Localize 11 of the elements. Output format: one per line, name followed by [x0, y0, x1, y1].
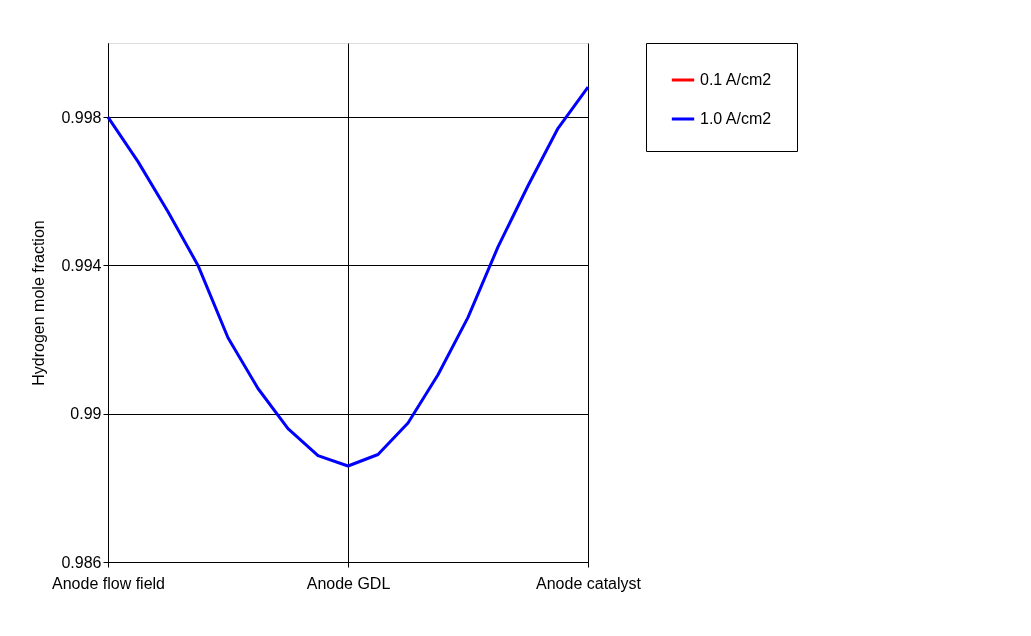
x-tick-label: Anode flow field	[52, 574, 165, 592]
y-tick-label: 0.994	[61, 256, 102, 274]
y-tick-label: 0.99	[70, 405, 102, 423]
y-tick-label: 0.998	[61, 108, 102, 126]
legend-label: 0.1 A/cm2	[700, 71, 772, 88]
x-tick-label: Anode GDL	[306, 574, 391, 592]
y-axis-title: Hydrogen mole fraction	[30, 220, 48, 386]
y-tick-label: 0.986	[61, 553, 102, 571]
x-tick-label: Anode catalyst	[536, 574, 642, 592]
line-series	[106, 85, 590, 468]
legend-label: 1.0 A/cm2	[700, 110, 772, 127]
